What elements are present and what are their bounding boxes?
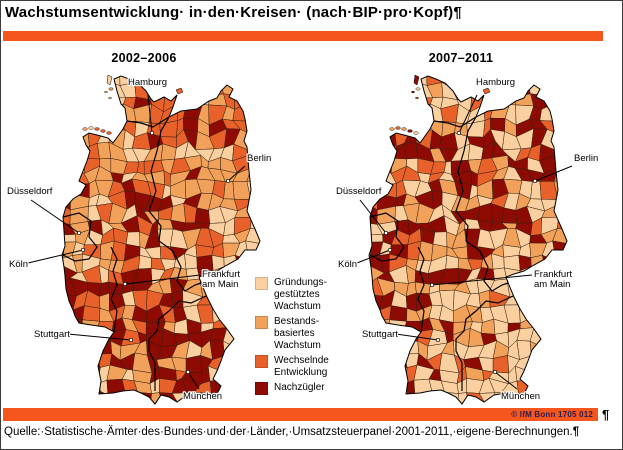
city-callout-line: [494, 371, 518, 390]
accent-bar-bottom: © IfM Bonn 1705 012: [3, 408, 598, 421]
city-marker: [387, 247, 393, 253]
city-marker: [225, 178, 231, 184]
accent-bar-top: [3, 31, 603, 41]
city-marker: [122, 281, 128, 287]
legend-item: Bestands- basiertes Wachstum: [255, 316, 341, 352]
city-callout-line: [27, 249, 84, 264]
city-marker: [128, 337, 134, 343]
islands: [389, 74, 491, 135]
source-pilcrow: ¶: [572, 426, 580, 438]
legend-item: Wechselnde Entwicklung: [255, 355, 341, 379]
legend-swatch: [255, 316, 268, 329]
city-callout-line: [124, 274, 201, 285]
city-callout-line: [356, 249, 391, 264]
legend-label: Bestands- basiertes Wachstum: [274, 316, 321, 351]
city-label: Frankfurt am Main: [534, 269, 572, 290]
title-pilcrow: ¶: [453, 4, 462, 21]
city-callout-line: [359, 199, 387, 234]
city-marker: [383, 230, 389, 236]
district-mosaic: [369, 76, 567, 404]
legend-item: Gründungs- gestütztes Wachstum: [255, 277, 341, 313]
city-callout-line: [187, 371, 200, 390]
city-callout-line: [458, 94, 478, 134]
city-label: Stuttgart: [362, 329, 398, 340]
city-label: Hamburg: [128, 77, 167, 88]
state-borders: [369, 116, 514, 391]
city-label: Düsseldorf: [336, 186, 382, 197]
city-marker: [435, 337, 441, 343]
legend-label: Nachzügler: [274, 382, 325, 393]
city-marker: [80, 247, 86, 253]
city-callout-line: [67, 333, 132, 341]
page-title-text: Wachstumsentwicklung· in·den·Kreisen· (n…: [5, 4, 454, 21]
choropleth-map-2002-2006: Hamburg Berlin Düsseldorf Köln Frankfurt am M…: [6, 74, 273, 405]
city-callout-line: [30, 199, 80, 234]
city-label: Düsseldorf: [7, 186, 53, 197]
city-callout-line: [227, 165, 246, 182]
country-outline: [61, 75, 261, 405]
city-label: München: [183, 391, 222, 402]
legend-label: Wechselnde Entwicklung: [274, 355, 329, 378]
city-label: Köln: [9, 259, 28, 270]
bottom-bar-pilcrow: ¶: [602, 407, 610, 422]
choropleth-map-2007-2011: Hamburg Berlin Düsseldorf Köln Frankfurt am M…: [335, 74, 600, 405]
legend: Gründungs- gestütztes Wachstum Bestands- …: [255, 277, 341, 398]
legend-label: Gründungs- gestütztes Wachstum: [274, 277, 327, 312]
city-label: Hamburg: [476, 77, 515, 88]
country-outline: [368, 75, 568, 405]
city-callouts: Hamburg Berlin Düsseldorf Köln Frankfurt am M…: [335, 76, 600, 403]
city-marker: [532, 178, 538, 184]
city-callouts: Hamburg Berlin Düsseldorf Köln Frankfurt am M…: [6, 76, 273, 403]
year-label-2002-2006: 2002–2006: [111, 51, 177, 65]
city-callout-line: [395, 333, 439, 341]
city-marker: [429, 282, 435, 288]
district-mosaic: [62, 76, 260, 404]
state-borders: [62, 116, 207, 391]
city-label: München: [501, 391, 540, 402]
city-label: Stuttgart: [34, 329, 70, 340]
germany-landmass: [61, 74, 261, 405]
source-text: Quelle:·Statistische·Ämter·des·Bundes·un…: [4, 426, 573, 438]
islands: [82, 74, 184, 135]
source-line: Quelle:·Statistische·Ämter·des·Bundes·un…: [4, 426, 622, 438]
copyright-text: © IfM Bonn 1705 012: [511, 410, 593, 419]
city-label: Frankfurt am Main: [202, 269, 240, 290]
city-label: Berlin: [574, 153, 598, 164]
legend-item: Nachzügler: [255, 382, 341, 395]
city-callout-line: [431, 274, 533, 286]
city-marker: [149, 130, 155, 136]
city-marker: [492, 369, 498, 375]
legend-swatch: [255, 277, 268, 290]
city-callout-line: [147, 94, 153, 134]
city-marker: [456, 130, 462, 136]
city-marker: [185, 369, 191, 375]
year-label-2007-2011: 2007–2011: [428, 51, 494, 65]
page-title: Wachstumsentwicklung· in·den·Kreisen· (n…: [5, 4, 462, 21]
city-marker: [76, 230, 82, 236]
legend-swatch: [255, 355, 268, 368]
city-callout-line: [534, 165, 573, 182]
legend-swatch: [255, 382, 268, 395]
city-label: Berlin: [247, 153, 271, 164]
germany-landmass: [368, 74, 568, 405]
city-label: Köln: [338, 259, 357, 270]
